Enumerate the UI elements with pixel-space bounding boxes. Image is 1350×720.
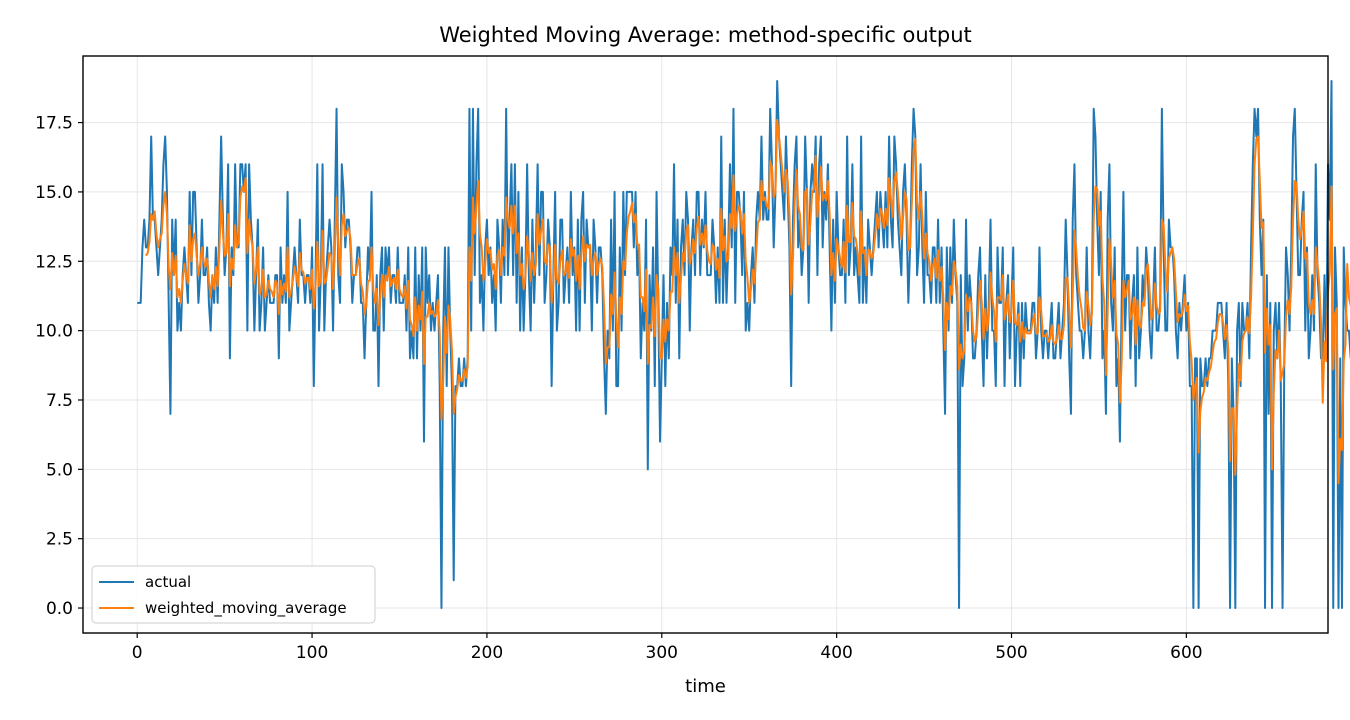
- y-tick-label: 10.0: [35, 322, 73, 342]
- x-tick-label: 600: [1170, 643, 1202, 663]
- y-tick-label: 7.5: [46, 391, 73, 411]
- x-tick-label: 200: [471, 643, 503, 663]
- x-tick-label: 500: [995, 643, 1027, 663]
- legend: actual weighted_moving_average: [91, 565, 376, 624]
- series-line-weighted-moving-average: [145, 118, 1350, 485]
- legend-label-actual: actual: [145, 573, 191, 591]
- x-tick-label: 300: [646, 643, 678, 663]
- y-tick-label: 15.0: [35, 183, 73, 203]
- y-tick-label: 5.0: [46, 460, 73, 480]
- x-tick-label: 0: [132, 643, 143, 663]
- x-tick-label: 400: [820, 643, 852, 663]
- y-tick-label: 0.0: [46, 599, 73, 619]
- series-lines: [137, 79, 1350, 610]
- y-tick-label: 12.5: [35, 252, 73, 272]
- x-tick-label: 100: [296, 643, 328, 663]
- y-tick-label: 17.5: [35, 114, 73, 134]
- chart-title: Weighted Moving Average: method-specific…: [439, 23, 972, 47]
- legend-box: [91, 565, 376, 624]
- plot-frame: [82, 55, 1329, 634]
- series-line-actual: [137, 79, 1350, 610]
- x-axis-label: time: [685, 676, 726, 697]
- legend-label-weighted-moving-average: weighted_moving_average: [145, 599, 347, 618]
- axis-ticks: 0 100 200 300 400 500 600 0.0 2.5 5.0 7.5 10.0 12.5 1…: [35, 114, 1202, 663]
- y-tick-label: 2.5: [46, 530, 73, 550]
